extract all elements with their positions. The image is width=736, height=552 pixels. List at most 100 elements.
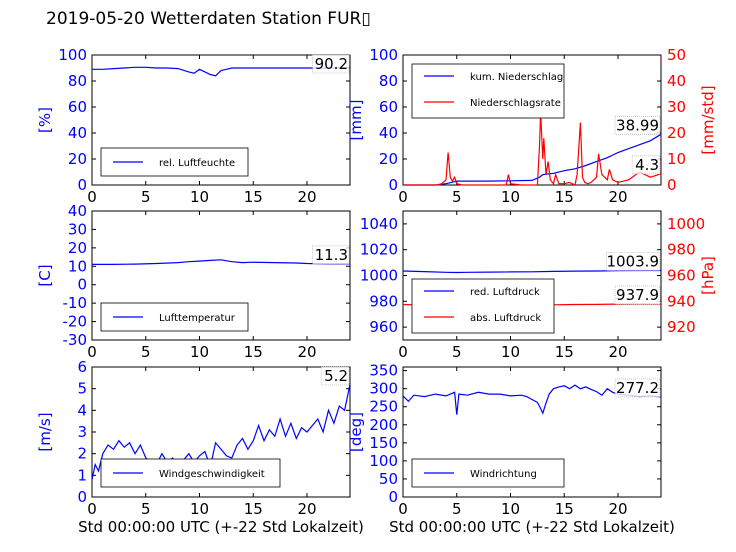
pressure-legend-box xyxy=(411,278,555,334)
temperature-x-tick-label: 0 xyxy=(87,343,97,361)
humidity-annotation-value: 90.2 xyxy=(315,55,348,73)
pressure-y2-tick-label: 980 xyxy=(667,241,696,259)
humidity-y-axis-label: [%] xyxy=(36,107,54,133)
precipitation-x-tick-label: 10 xyxy=(501,188,520,206)
precipitation-y2-tick-label: 0 xyxy=(667,176,677,194)
pressure-y-tick-label: 980 xyxy=(369,292,398,310)
winddirection-y-tick-label: 100 xyxy=(369,452,398,470)
precipitation-y2-tick-label: 50 xyxy=(667,46,686,64)
temperature-x-tick-label: 15 xyxy=(244,343,263,361)
precipitation-legend-label: kum. Niederschlag xyxy=(470,72,563,83)
precipitation-annotation-box xyxy=(631,155,661,175)
precipitation-y-tick-label: 100 xyxy=(369,46,398,64)
humidity-y-tick-label: 80 xyxy=(68,72,87,90)
winddirection-y-tick-label: 300 xyxy=(369,380,398,398)
pressure-annotation-box xyxy=(614,285,661,305)
windspeed-y-tick-label: 4 xyxy=(77,401,87,419)
pressure-y2-tick-label: 960 xyxy=(667,267,696,285)
windspeed-y-tick-label: 2 xyxy=(77,445,87,463)
pressure-y-tick-label: 1000 xyxy=(360,267,398,285)
precipitation-y-tick-label: 0 xyxy=(388,176,398,194)
humidity-x-tick-label: 5 xyxy=(141,188,151,206)
pressure-x-tick-label: 15 xyxy=(555,343,574,361)
pressure-legend-label: abs. Luftdruck xyxy=(470,313,541,324)
pressure-y2-tick-label: 1000 xyxy=(667,215,705,233)
winddirection-y-tick-label: 150 xyxy=(369,434,398,452)
windspeed-x-tick-label: 15 xyxy=(244,500,263,518)
pressure-x-tick-label: 0 xyxy=(398,343,408,361)
humidity-x-tick-label: 20 xyxy=(297,188,316,206)
temperature-annotation-value: 11.3 xyxy=(315,246,348,264)
windspeed-y-tick-label: 1 xyxy=(77,466,87,484)
temperature-y-tick-label: -10 xyxy=(63,294,88,312)
temperature-y-tick-label: 20 xyxy=(68,239,87,257)
pressure-x-tick-label: 5 xyxy=(452,343,462,361)
windspeed-x-tick-label: 5 xyxy=(141,500,151,518)
precipitation-x-tick-label: 0 xyxy=(398,188,408,206)
winddirection-y-tick-label: 0 xyxy=(388,488,398,506)
temperature-x-tick-label: 20 xyxy=(297,343,316,361)
precipitation-legend-label: Niederschlagsrate xyxy=(470,98,561,109)
temperature-y-tick-label: 0 xyxy=(77,276,87,294)
winddirection-y-axis-label: [deg] xyxy=(347,412,365,452)
winddirection-y-tick-label: 250 xyxy=(369,398,398,416)
temperature-y-tick-label: 10 xyxy=(68,257,87,275)
precipitation-y-tick-label: 40 xyxy=(379,124,398,142)
temperature-y-tick-label: -20 xyxy=(63,313,88,331)
precipitation-y2-axis-label: [mm/std] xyxy=(699,85,717,154)
precipitation-annotation-box xyxy=(614,115,661,135)
temperature-y-tick-label: 30 xyxy=(68,220,87,238)
winddirection-annotation-box xyxy=(614,378,661,398)
winddirection-y-tick-label: 350 xyxy=(369,362,398,380)
pressure-legend-label: red. Luftdruck xyxy=(470,287,540,298)
windspeed-series-line-0 xyxy=(91,384,351,480)
temperature-series-line-0 xyxy=(92,259,350,265)
windspeed-y-tick-label: 3 xyxy=(77,423,87,441)
temperature-x-tick-label: 5 xyxy=(141,343,151,361)
precipitation-y2-tick-label: 10 xyxy=(667,150,686,168)
temperature-y-axis-label: [C] xyxy=(36,264,54,286)
humidity-y-tick-label: 0 xyxy=(77,176,87,194)
winddirection-x-axis-label: Std 00:00:00 UTC (+-22 Std Lokalzeit) xyxy=(389,518,675,536)
pressure-annotation-value: 937.9 xyxy=(616,286,659,304)
humidity-y-tick-label: 40 xyxy=(68,124,87,142)
temperature-annotation-box xyxy=(312,245,350,265)
precipitation-series-line-0 xyxy=(403,133,662,186)
pressure-x-tick-label: 20 xyxy=(608,343,627,361)
precipitation-annotation-value: 38.99 xyxy=(616,116,659,134)
windspeed-x-tick-label: 10 xyxy=(190,500,209,518)
pressure-series-line-0 xyxy=(402,269,661,274)
humidity-y-tick-label: 20 xyxy=(68,150,87,168)
windspeed-x-axis-label: Std 00:00:00 UTC (+-22 Std Lokalzeit) xyxy=(78,518,364,536)
pressure-x-tick-label: 10 xyxy=(501,343,520,361)
windspeed-legend-label: Windgeschwindigkeit xyxy=(159,469,265,480)
humidity-annotation-box xyxy=(312,54,350,74)
precipitation-x-tick-label: 5 xyxy=(452,188,462,206)
winddirection-x-tick-label: 0 xyxy=(398,500,408,518)
pressure-y2-tick-label: 920 xyxy=(667,318,696,336)
winddirection-x-tick-label: 20 xyxy=(608,500,627,518)
precipitation-legend-box xyxy=(411,63,565,119)
pressure-annotation-value: 1003.9 xyxy=(607,252,660,270)
humidity-x-tick-label: 0 xyxy=(87,188,97,206)
winddirection-y-tick-label: 50 xyxy=(379,470,398,488)
humidity-y-tick-label: 60 xyxy=(68,98,87,116)
windspeed-y-axis-label: [m/s] xyxy=(36,412,54,451)
humidity-x-tick-label: 10 xyxy=(190,188,209,206)
precipitation-y2-tick-label: 20 xyxy=(667,124,686,142)
windspeed-y-tick-label: 0 xyxy=(77,488,87,506)
humidity-legend-label: rel. Luftfeuchte xyxy=(159,158,235,169)
windspeed-y-tick-label: 5 xyxy=(77,380,87,398)
precipitation-series-line-1 xyxy=(403,112,662,186)
precipitation-y2-tick-label: 30 xyxy=(667,98,686,116)
pressure-y2-tick-label: 940 xyxy=(667,292,696,310)
windspeed-x-tick-label: 0 xyxy=(87,500,97,518)
precipitation-y-tick-label: 20 xyxy=(379,150,398,168)
humidity-y-tick-label: 100 xyxy=(58,46,87,64)
humidity-x-tick-label: 15 xyxy=(244,188,263,206)
humidity-series-line-0 xyxy=(92,66,350,77)
precipitation-y-tick-label: 60 xyxy=(379,98,398,116)
winddirection-annotation-value: 277.2 xyxy=(616,379,659,397)
winddirection-x-tick-label: 5 xyxy=(452,500,462,518)
